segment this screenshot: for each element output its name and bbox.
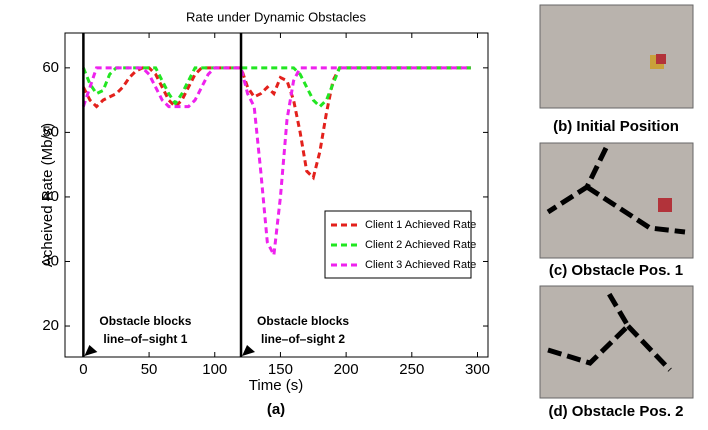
legend-label: Client 3 Achieved Rate bbox=[365, 259, 476, 271]
event-annotation: line–of–sight 2 bbox=[261, 332, 345, 346]
series-line bbox=[81, 66, 471, 261]
legend-label: Client 1 Achieved Rate bbox=[365, 219, 476, 231]
photo-b bbox=[539, 4, 694, 109]
x-axis-label: Time (s) bbox=[249, 377, 303, 394]
y-tick-label: 40 bbox=[42, 188, 59, 205]
x-tick-label: 200 bbox=[334, 361, 359, 378]
photo-d bbox=[539, 285, 694, 399]
series-line bbox=[82, 66, 471, 109]
legend-box bbox=[324, 210, 472, 279]
x-tick-label: 50 bbox=[141, 361, 158, 378]
panel-caption: (c) Obstacle Pos. 1 bbox=[549, 262, 683, 279]
series-line bbox=[82, 66, 471, 181]
plot-frame bbox=[64, 32, 489, 358]
chart-title: Rate under Dynamic Obstacles bbox=[186, 9, 366, 24]
event-annotation: line–of–sight 1 bbox=[103, 332, 187, 346]
event-arrow bbox=[242, 345, 256, 356]
x-tick-label: 150 bbox=[268, 361, 293, 378]
photo-c bbox=[539, 142, 694, 259]
event-annotation: Obstacle blocks bbox=[99, 314, 191, 328]
y-tick-label: 50 bbox=[42, 123, 59, 140]
x-tick-label: 100 bbox=[202, 361, 227, 378]
x-tick-label: 300 bbox=[465, 361, 490, 378]
y-tick-label: 30 bbox=[42, 252, 59, 269]
legend-label: Client 2 Achieved Rate bbox=[365, 239, 476, 251]
x-tick-label: 0 bbox=[79, 361, 87, 378]
y-axis-label: Acheived Rate (Mb/s) bbox=[39, 123, 56, 267]
x-tick-label: 250 bbox=[399, 361, 424, 378]
panel-caption: (b) Initial Position bbox=[553, 118, 679, 135]
panel-caption: (d) Obstacle Pos. 2 bbox=[548, 403, 683, 420]
subfigure-caption: (a) bbox=[267, 401, 285, 418]
event-arrow bbox=[84, 345, 98, 356]
y-tick-label: 60 bbox=[42, 59, 59, 76]
event-annotation: Obstacle blocks bbox=[257, 314, 349, 328]
y-tick-label: 20 bbox=[42, 317, 59, 334]
